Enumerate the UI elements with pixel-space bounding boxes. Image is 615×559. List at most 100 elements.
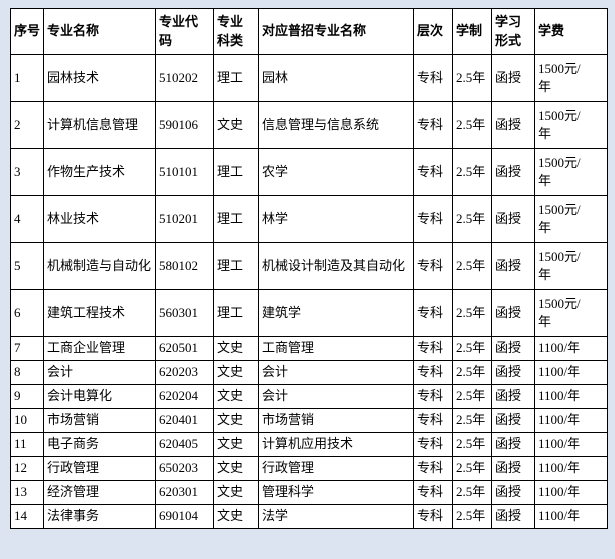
table-row: 11 电子商务 620405 文史 计算机应用技术 专科 2.5年 函授 110…	[10, 432, 608, 457]
table-cell: 行政管理	[43, 456, 156, 481]
table-cell: 2.5年	[452, 432, 492, 457]
column-header-level: 层次	[413, 8, 453, 55]
table-cell: 计算机应用技术	[258, 432, 414, 457]
table-cell: 10	[10, 408, 44, 433]
column-header-major-name: 专业名称	[43, 8, 156, 55]
table-row: 4 林业技术 510201 理工 林学 专科 2.5年 函授 1500元/年	[10, 195, 608, 243]
table-cell: 560301	[155, 289, 214, 337]
table-cell: 590106	[155, 101, 214, 149]
table-cell: 文史	[213, 480, 259, 505]
table-cell: 建筑工程技术	[43, 289, 156, 337]
table-row: 9 会计电算化 620204 文史 会计 专科 2.5年 函授 1100/年	[10, 384, 608, 409]
table-cell: 2.5年	[452, 195, 492, 243]
table-cell: 专科	[413, 480, 453, 505]
table-cell: 管理科学	[258, 480, 414, 505]
table-row: 7 工商企业管理 620501 文史 工商管理 专科 2.5年 函授 1100/…	[10, 336, 608, 361]
table-cell: 2.5年	[452, 289, 492, 337]
table-cell: 专科	[413, 360, 453, 385]
table-cell: 1100/年	[534, 384, 608, 409]
table-cell: 2.5年	[452, 148, 492, 196]
table-cell: 1100/年	[534, 456, 608, 481]
table-cell: 专科	[413, 408, 453, 433]
column-header-study-form: 学习形式	[491, 8, 535, 55]
table-cell: 专科	[413, 195, 453, 243]
table-cell: 函授	[491, 242, 535, 290]
table-row: 6 建筑工程技术 560301 理工 建筑学 专科 2.5年 函授 1500元/…	[10, 289, 608, 337]
table-cell: 文史	[213, 360, 259, 385]
table-cell: 机械制造与自动化	[43, 242, 156, 290]
table-row: 1 园林技术 510202 理工 园林 专科 2.5年 函授 1500元/年	[10, 54, 608, 102]
table-cell: 电子商务	[43, 432, 156, 457]
majors-table-container: 序号 专业名称 专业代码 专业科类 对应普招专业名称 层次 学制 学习形式 学费…	[10, 8, 608, 529]
table-cell: 1500元/年	[534, 148, 608, 196]
table-cell: 文史	[213, 504, 259, 529]
table-cell: 行政管理	[258, 456, 414, 481]
table-cell: 580102	[155, 242, 214, 290]
table-cell: 1500元/年	[534, 101, 608, 149]
table-cell: 620501	[155, 336, 214, 361]
table-cell: 620203	[155, 360, 214, 385]
table-cell: 1100/年	[534, 432, 608, 457]
table-cell: 专科	[413, 384, 453, 409]
table-cell: 专科	[413, 242, 453, 290]
table-cell: 4	[10, 195, 44, 243]
table-cell: 林学	[258, 195, 414, 243]
table-cell: 1100/年	[534, 480, 608, 505]
table-cell: 2.5年	[452, 336, 492, 361]
table-cell: 2.5年	[452, 456, 492, 481]
table-cell: 7	[10, 336, 44, 361]
table-cell: 1100/年	[534, 360, 608, 385]
table-cell: 2.5年	[452, 54, 492, 102]
table-cell: 2.5年	[452, 408, 492, 433]
column-header-tuition: 学费	[534, 8, 608, 55]
table-cell: 专科	[413, 148, 453, 196]
table-cell: 510201	[155, 195, 214, 243]
table-cell: 1100/年	[534, 336, 608, 361]
table-cell: 5	[10, 242, 44, 290]
table-cell: 理工	[213, 195, 259, 243]
table-cell: 市场营销	[43, 408, 156, 433]
table-cell: 专科	[413, 54, 453, 102]
table-row: 2 计算机信息管理 590106 文史 信息管理与信息系统 专科 2.5年 函授…	[10, 101, 608, 149]
column-header-major-code: 专业代码	[155, 8, 214, 55]
column-header-corresponding-major: 对应普招专业名称	[258, 8, 414, 55]
table-cell: 专科	[413, 456, 453, 481]
table-cell: 文史	[213, 408, 259, 433]
table-cell: 函授	[491, 101, 535, 149]
column-header-duration: 学制	[452, 8, 492, 55]
table-cell: 1	[10, 54, 44, 102]
table-cell: 文史	[213, 456, 259, 481]
table-cell: 农学	[258, 148, 414, 196]
table-cell: 专科	[413, 336, 453, 361]
table-row: 12 行政管理 650203 文史 行政管理 专科 2.5年 函授 1100/年	[10, 456, 608, 481]
table-row: 8 会计 620203 文史 会计 专科 2.5年 函授 1100/年	[10, 360, 608, 385]
table-cell: 会计	[43, 360, 156, 385]
table-cell: 620301	[155, 480, 214, 505]
table-cell: 计算机信息管理	[43, 101, 156, 149]
table-cell: 510101	[155, 148, 214, 196]
table-row: 3 作物生产技术 510101 理工 农学 专科 2.5年 函授 1500元/年	[10, 148, 608, 196]
table-cell: 2.5年	[452, 101, 492, 149]
table-cell: 1100/年	[534, 504, 608, 529]
table-cell: 函授	[491, 289, 535, 337]
table-cell: 2	[10, 101, 44, 149]
table-cell: 专科	[413, 504, 453, 529]
table-cell: 函授	[491, 360, 535, 385]
table-cell: 理工	[213, 54, 259, 102]
table-cell: 会计电算化	[43, 384, 156, 409]
table-cell: 14	[10, 504, 44, 529]
table-cell: 文史	[213, 336, 259, 361]
table-cell: 1500元/年	[534, 54, 608, 102]
table-row: 5 机械制造与自动化 580102 理工 机械设计制造及其自动化 专科 2.5年…	[10, 242, 608, 290]
table-cell: 函授	[491, 504, 535, 529]
table-cell: 理工	[213, 242, 259, 290]
table-cell: 园林	[258, 54, 414, 102]
table-cell: 会计	[258, 360, 414, 385]
table-cell: 620401	[155, 408, 214, 433]
table-cell: 园林技术	[43, 54, 156, 102]
table-cell: 理工	[213, 148, 259, 196]
table-row: 14 法律事务 690104 文史 法学 专科 2.5年 函授 1100/年	[10, 504, 608, 529]
table-cell: 函授	[491, 195, 535, 243]
table-cell: 工商企业管理	[43, 336, 156, 361]
